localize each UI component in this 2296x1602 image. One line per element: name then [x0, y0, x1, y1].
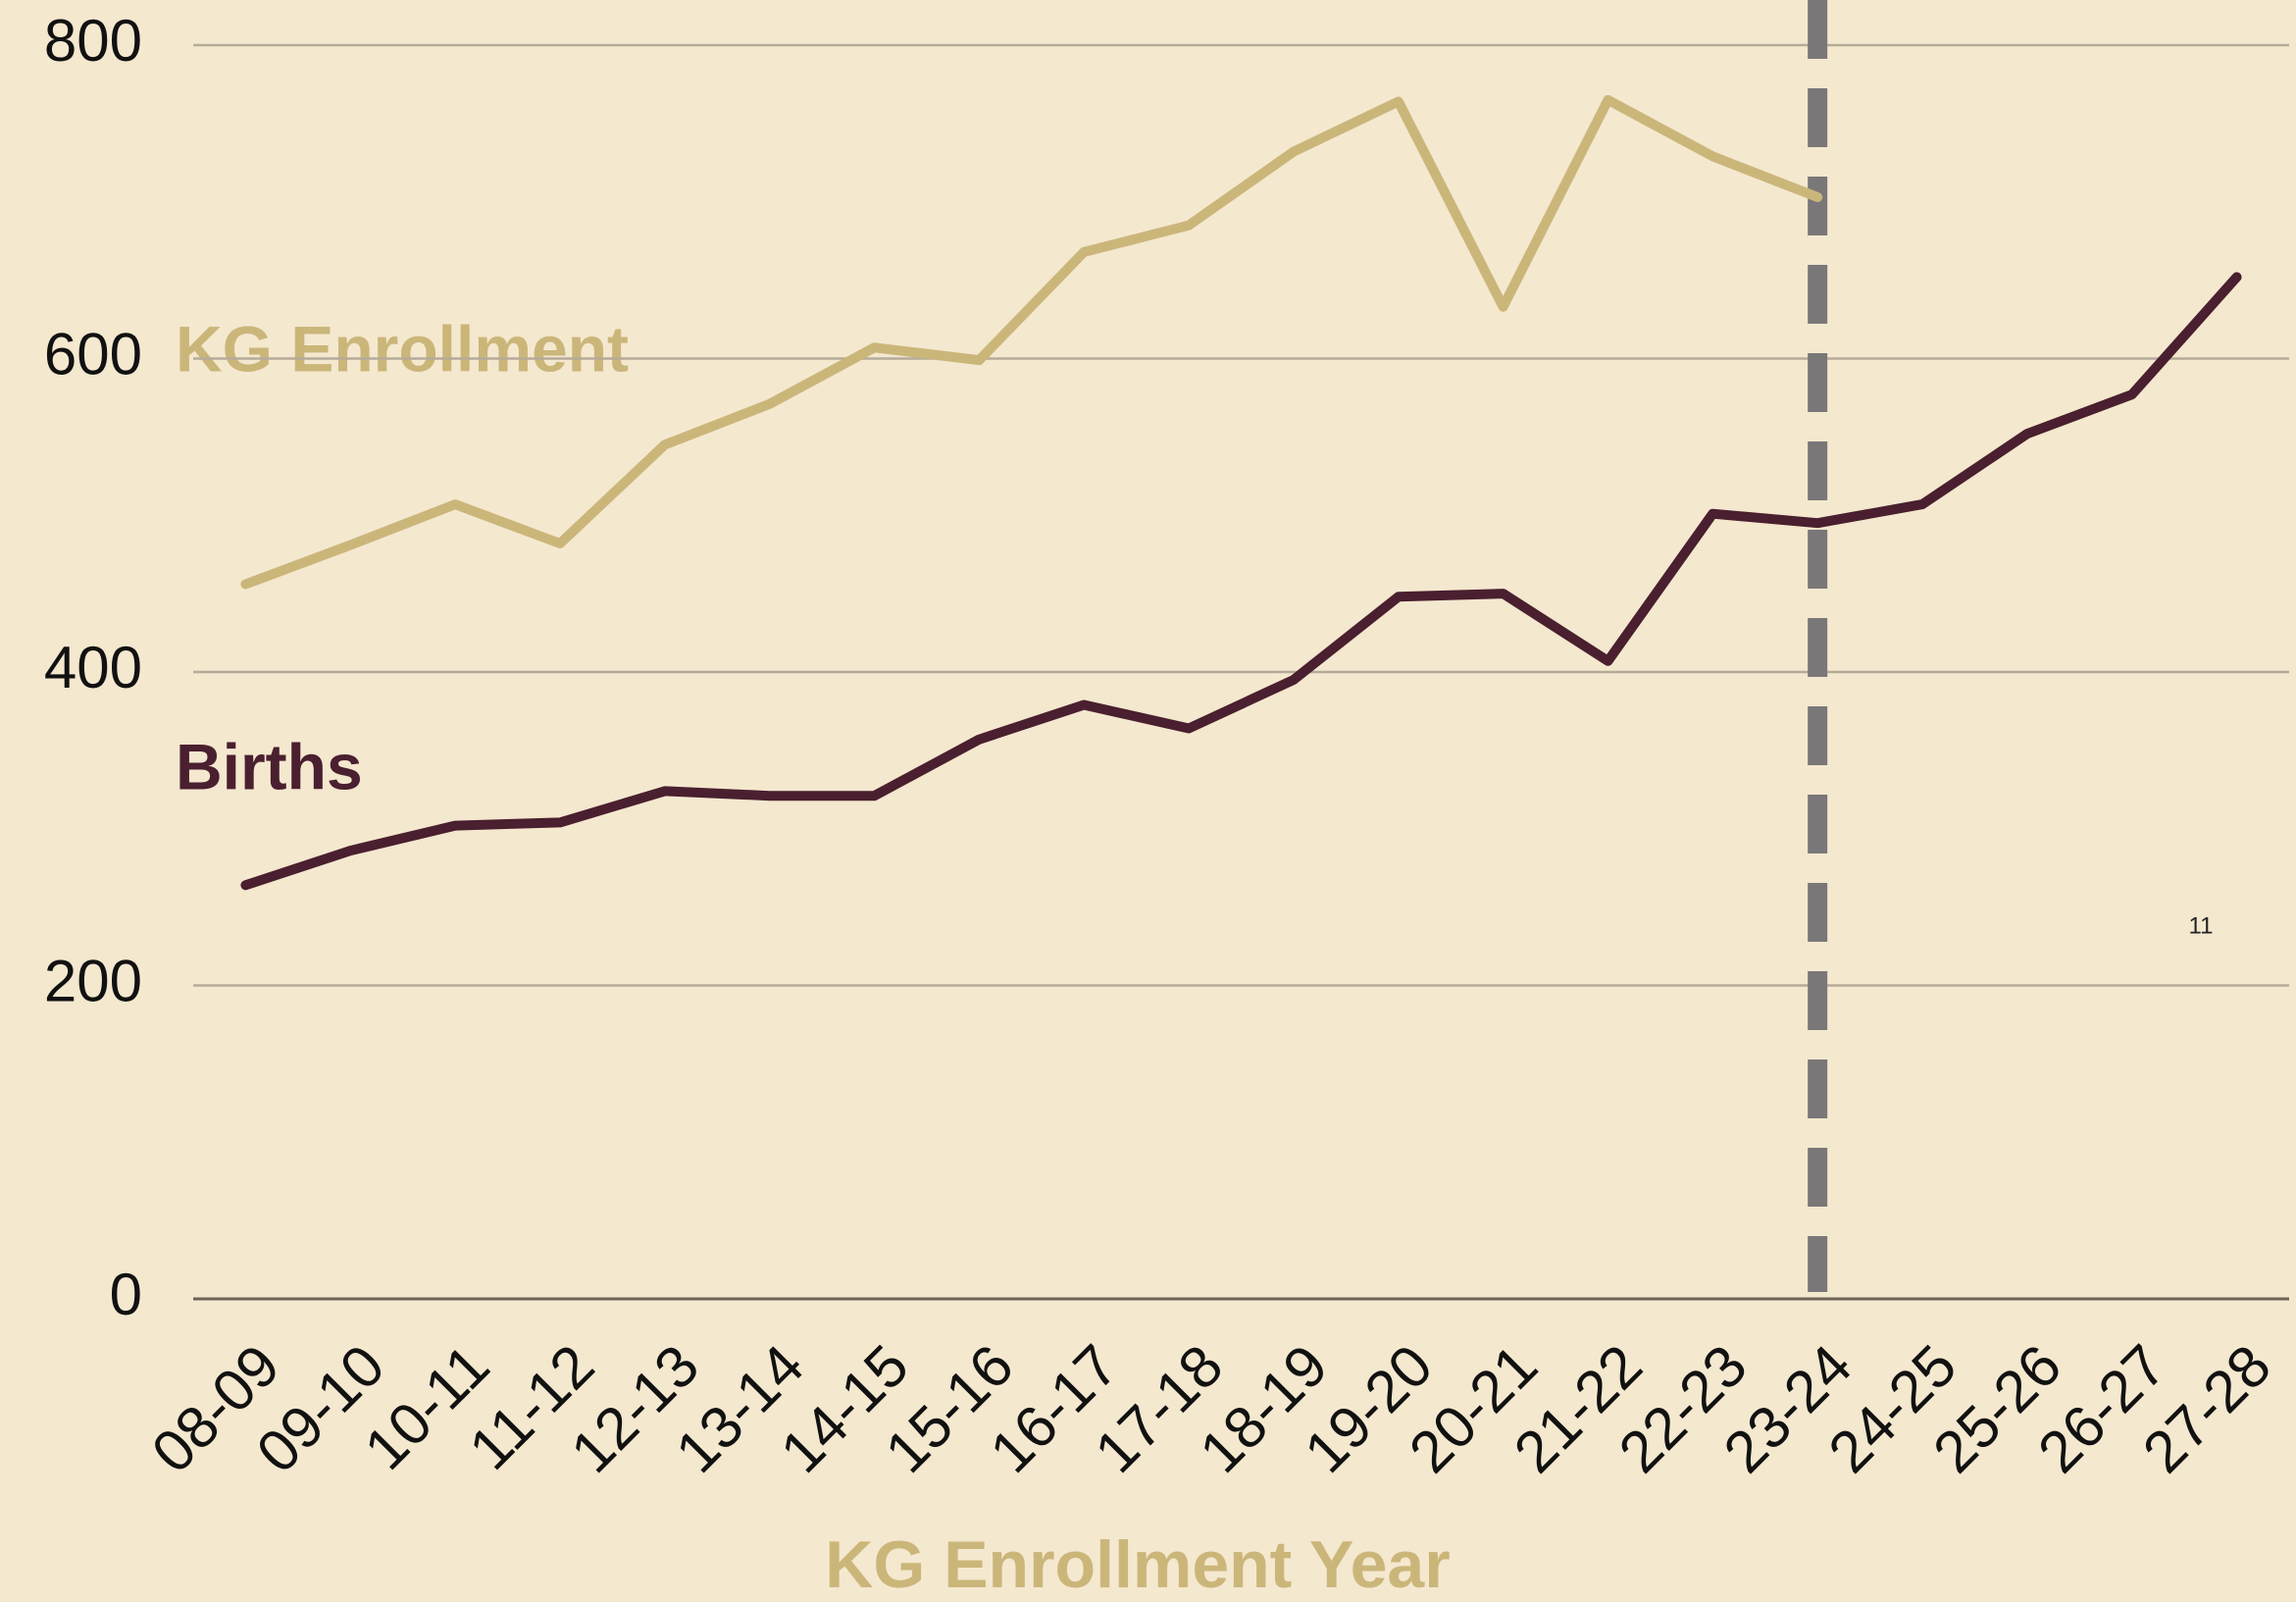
y-tick-label: 600 — [44, 321, 142, 387]
y-tick-label: 400 — [44, 635, 142, 700]
series-line — [240, 272, 2242, 891]
series-line — [240, 94, 1823, 590]
page-number: 11 — [2189, 912, 2214, 939]
y-tick-label: 0 — [110, 1262, 142, 1327]
y-tick-label: 200 — [44, 948, 142, 1013]
y-tick-label: 800 — [44, 8, 142, 74]
series-label: KG Enrollment — [176, 312, 629, 385]
series-label: Births — [176, 730, 363, 802]
x-axis-title: KG Enrollment Year — [825, 1527, 1450, 1602]
